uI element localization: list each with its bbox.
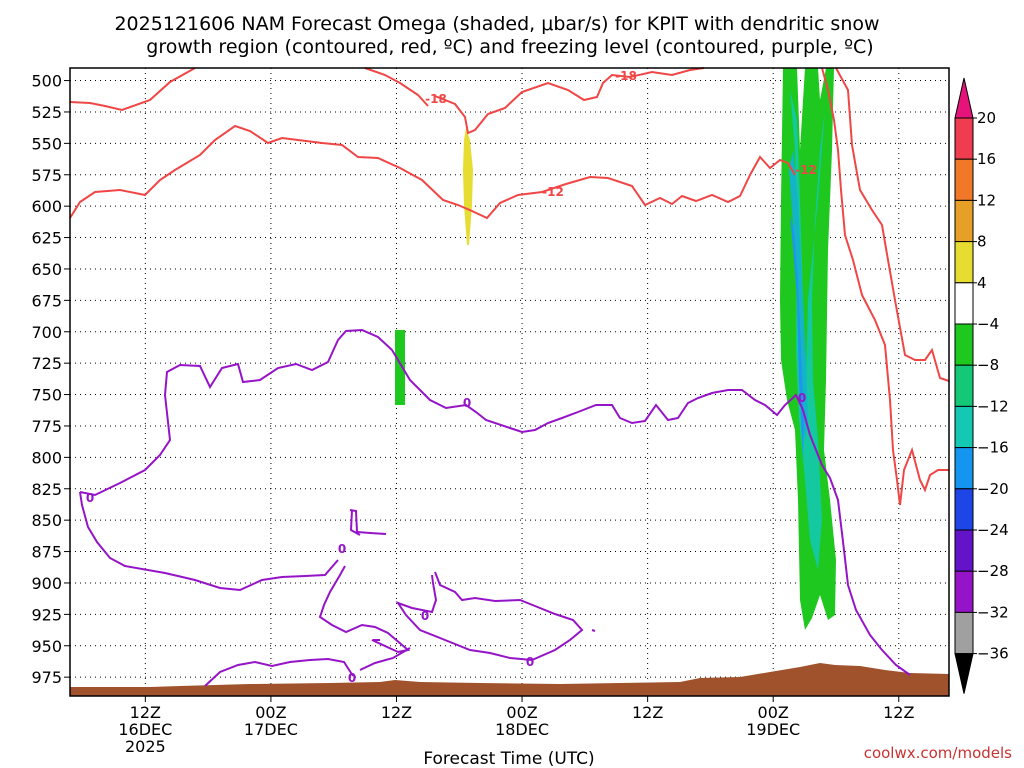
plot-frame — [69, 67, 950, 697]
y-tick-label: 700 — [31, 323, 62, 342]
red-contour-middle — [69, 124, 796, 220]
colorbar-label: −8 — [977, 356, 999, 374]
colorbar: 20 16 12 8 4 −4 −8 −12 −16 −20 −24 −28 −32 −36 — [954, 77, 1009, 694]
x-tick-label: 17DEC — [244, 720, 298, 739]
colorbar-label: −24 — [977, 521, 1009, 539]
purple-contour-label: 0 — [86, 491, 94, 505]
y-tick-label: 525 — [31, 103, 62, 122]
x-tick-label: 12Z — [632, 703, 663, 722]
colorbar-swatch — [954, 364, 974, 407]
colorbar-swatch — [954, 570, 974, 613]
red-contour-label: -12 — [542, 185, 564, 199]
purple-contour-label: 0 — [798, 391, 806, 405]
x-tick-label: 12Z — [883, 703, 914, 722]
red-contour-label: -12 — [795, 163, 817, 177]
y-tick-label: 775 — [31, 417, 62, 436]
colorbar-label: −32 — [977, 603, 1009, 621]
omega-green-patch — [395, 330, 405, 405]
colorbar-label: 12 — [977, 191, 996, 209]
purple-contour-lower-left — [79, 491, 339, 592]
colorbar-swatch — [954, 611, 974, 655]
omega-shading — [395, 68, 836, 630]
x-tick-label: 12Z — [130, 703, 161, 722]
y-tick-label: 900 — [31, 574, 62, 593]
y-axis: 500 525 550 575 600 625 650 675 700 725 750 775 800 8… — [31, 72, 70, 687]
chart-title-line2: growth region (contoured, red, ºC) and f… — [146, 36, 873, 58]
colorbar-label: −4 — [977, 315, 999, 333]
y-tick-label: 975 — [31, 668, 62, 687]
x-tick-label: 00Z — [758, 703, 789, 722]
red-contour-label: -18 — [425, 92, 447, 106]
chart-title-line1: 2025121606 NAM Forecast Omega (shaded, μ… — [114, 13, 879, 35]
x-axis-label: Forecast Time (UTC) — [423, 749, 594, 768]
colorbar-label: −36 — [977, 645, 1009, 663]
colorbar-bottom-arrow — [954, 653, 974, 694]
x-tick-label: 19DEC — [746, 720, 800, 739]
y-tick-label: 625 — [31, 229, 62, 248]
y-tick-label: 600 — [31, 197, 62, 216]
x-tick-label: 12Z — [381, 703, 412, 722]
purple-contour-main — [79, 328, 911, 676]
red-contour-right-inner — [821, 67, 949, 506]
x-tick-label: 16DEC — [118, 720, 172, 739]
terrain-fill — [70, 663, 949, 696]
red-contour-label: -18 — [615, 69, 637, 83]
purple-contour-label: 0 — [526, 655, 534, 669]
colorbar-swatch — [954, 158, 974, 201]
colorbar-swatch — [954, 447, 974, 490]
colorbar-swatch — [954, 199, 974, 243]
plot-area: -18 -18 -12 -12 0 0 0 0 0 0 0 — [69, 67, 950, 697]
y-tick-label: 825 — [31, 480, 62, 499]
colorbar-label: 4 — [977, 274, 987, 292]
colorbar-swatch — [954, 529, 974, 572]
contour-labels: -18 -18 -12 -12 0 0 0 0 0 0 0 — [86, 69, 817, 685]
x-tick-label: 00Z — [506, 703, 537, 722]
y-tick-label: 875 — [31, 543, 62, 562]
colorbar-swatch — [954, 323, 974, 366]
purple-contour-label: 0 — [421, 609, 429, 623]
y-tick-label: 750 — [31, 386, 62, 405]
y-tick-label: 500 — [31, 72, 62, 91]
purple-contours — [79, 328, 911, 687]
colorbar-label: 20 — [977, 109, 996, 127]
colorbar-swatch — [954, 405, 974, 449]
colorbar-label: −12 — [977, 397, 1009, 415]
colorbar-label: 8 — [977, 233, 987, 251]
y-tick-label: 950 — [31, 637, 62, 656]
colorbar-label: −28 — [977, 562, 1009, 580]
red-contour-right-outer — [835, 67, 950, 382]
colorbar-label: 16 — [977, 150, 996, 168]
red-contours — [69, 67, 950, 506]
credit-text: coolwx.com/models — [864, 744, 1012, 762]
purple-contour-fragment — [373, 629, 596, 641]
colorbar-swatch — [954, 488, 974, 531]
purple-contour-label: 0 — [338, 542, 346, 556]
omega-blue-region — [790, 215, 804, 460]
purple-contour-label: 0 — [348, 671, 356, 685]
purple-contour-small-loop — [349, 509, 387, 536]
y-tick-label: 550 — [31, 134, 62, 153]
x-tick-label: 2025 — [125, 737, 166, 756]
y-tick-label: 575 — [31, 166, 62, 185]
y-tick-label: 675 — [31, 291, 62, 310]
x-tick-label: 18DEC — [495, 720, 549, 739]
colorbar-label: −16 — [977, 439, 1009, 457]
omega-yellow-region — [463, 128, 473, 245]
x-tick-label: 00Z — [255, 703, 286, 722]
colorbar-swatch — [954, 117, 974, 160]
y-tick-label: 925 — [31, 605, 62, 624]
colorbar-label: −20 — [977, 480, 1009, 498]
colorbar-top-arrow — [954, 77, 974, 119]
purple-contour-bottom — [204, 647, 411, 687]
colorbar-swatch — [954, 282, 974, 325]
purple-contour-label: 0 — [463, 396, 471, 410]
red-contour-upper — [69, 67, 705, 135]
y-tick-label: 850 — [31, 511, 62, 530]
y-tick-label: 725 — [31, 354, 62, 373]
y-tick-label: 800 — [31, 448, 62, 467]
y-tick-label: 650 — [31, 260, 62, 279]
colorbar-swatch — [954, 241, 974, 284]
